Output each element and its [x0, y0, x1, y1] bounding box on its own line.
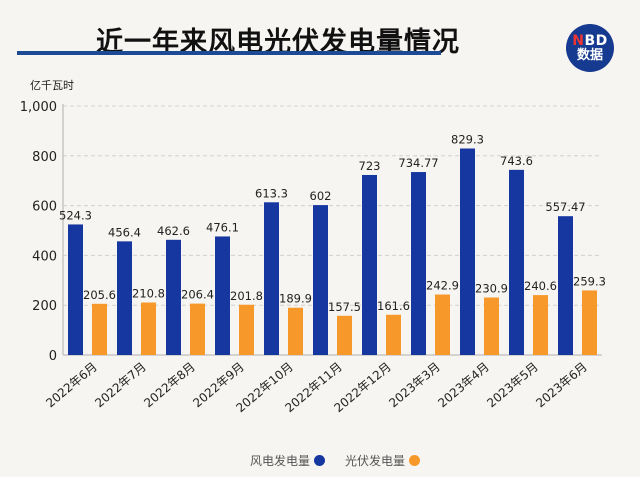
data-label-solar: 240.6: [524, 279, 557, 293]
data-label-wind: 602: [310, 189, 332, 203]
data-label-wind: 462.6: [157, 224, 190, 238]
bar-solar: [190, 303, 205, 355]
legend-item-solar: 光伏发电量: [345, 452, 421, 469]
data-label-solar: 205.6: [83, 288, 116, 302]
data-label-solar: 230.9: [475, 282, 508, 296]
bar-solar: [533, 295, 548, 355]
bar-wind: [411, 172, 426, 355]
bar-wind: [264, 202, 279, 355]
x-tick-label: 2022年6月: [43, 360, 100, 411]
logo-text: BD: [584, 32, 608, 49]
bar-wind: [166, 239, 181, 355]
bar-wind: [215, 236, 230, 355]
y-tick-label: 800: [32, 150, 57, 165]
bar-solar: [582, 290, 597, 355]
bar-wind: [509, 169, 524, 355]
data-label-solar: 210.8: [132, 287, 165, 301]
y-tick-label: 200: [32, 299, 57, 314]
bar-solar: [141, 302, 156, 355]
data-label-solar: 157.5: [328, 300, 361, 314]
data-label-solar: 201.8: [230, 289, 263, 303]
logo-subtext: 数据: [576, 47, 603, 63]
y-tick-label: 1,000: [20, 100, 57, 115]
x-tick-label: 2023年3月: [386, 360, 443, 411]
title-underline: [17, 51, 441, 55]
x-tick-label: 2023年6月: [533, 360, 590, 411]
data-label-wind: 723: [359, 159, 381, 173]
data-label-wind: 456.4: [108, 225, 141, 239]
data-label-solar: 206.4: [181, 288, 214, 302]
logo-accent: N: [572, 32, 585, 49]
x-tick-label: 2022年8月: [141, 360, 198, 411]
legend-label-wind: 风电发电量: [250, 454, 311, 468]
bar-solar: [337, 315, 352, 355]
data-label-wind: 734.77: [398, 156, 438, 170]
bar-solar: [239, 304, 254, 355]
y-axis-unit: 亿千瓦时: [30, 79, 74, 92]
data-label-wind: 829.3: [451, 133, 484, 147]
bar-solar: [288, 307, 303, 355]
bar-solar: [92, 303, 107, 355]
x-tick-label: 2023年5月: [484, 360, 541, 411]
y-tick-label: 600: [32, 200, 57, 215]
bar-wind: [117, 241, 132, 355]
bar-wind: [362, 174, 377, 355]
x-tick-label: 2023年4月: [435, 360, 492, 411]
data-label-wind: 743.6: [500, 154, 533, 168]
data-label-wind: 524.3: [59, 208, 92, 222]
bar-solar: [484, 297, 499, 355]
bar-wind: [558, 216, 573, 355]
data-label-solar: 259.3: [573, 274, 606, 288]
data-label-solar: 242.9: [426, 279, 459, 293]
bar-solar: [386, 314, 401, 355]
data-label-wind: 476.1: [206, 220, 239, 234]
legend-label-solar: 光伏发电量: [345, 454, 406, 468]
legend-item-wind: 风电发电量: [250, 452, 326, 469]
y-tick-label: 400: [32, 249, 57, 264]
data-label-wind: 557.47: [545, 200, 585, 214]
bar-wind: [313, 205, 328, 355]
data-label-solar: 189.9: [279, 292, 312, 306]
data-label-solar: 161.6: [377, 299, 410, 313]
legend-swatch-wind: [314, 455, 326, 466]
y-tick-label: 0: [49, 349, 57, 364]
bar-wind: [460, 148, 475, 355]
nbd-logo: NBD 数据: [566, 24, 614, 72]
bar-solar: [435, 294, 450, 355]
x-tick-label: 2022年7月: [92, 360, 149, 411]
legend-swatch-solar: [409, 455, 421, 466]
bar-wind: [68, 224, 83, 355]
data-label-wind: 613.3: [255, 186, 288, 200]
legend: 风电发电量 光伏发电量: [250, 452, 434, 469]
